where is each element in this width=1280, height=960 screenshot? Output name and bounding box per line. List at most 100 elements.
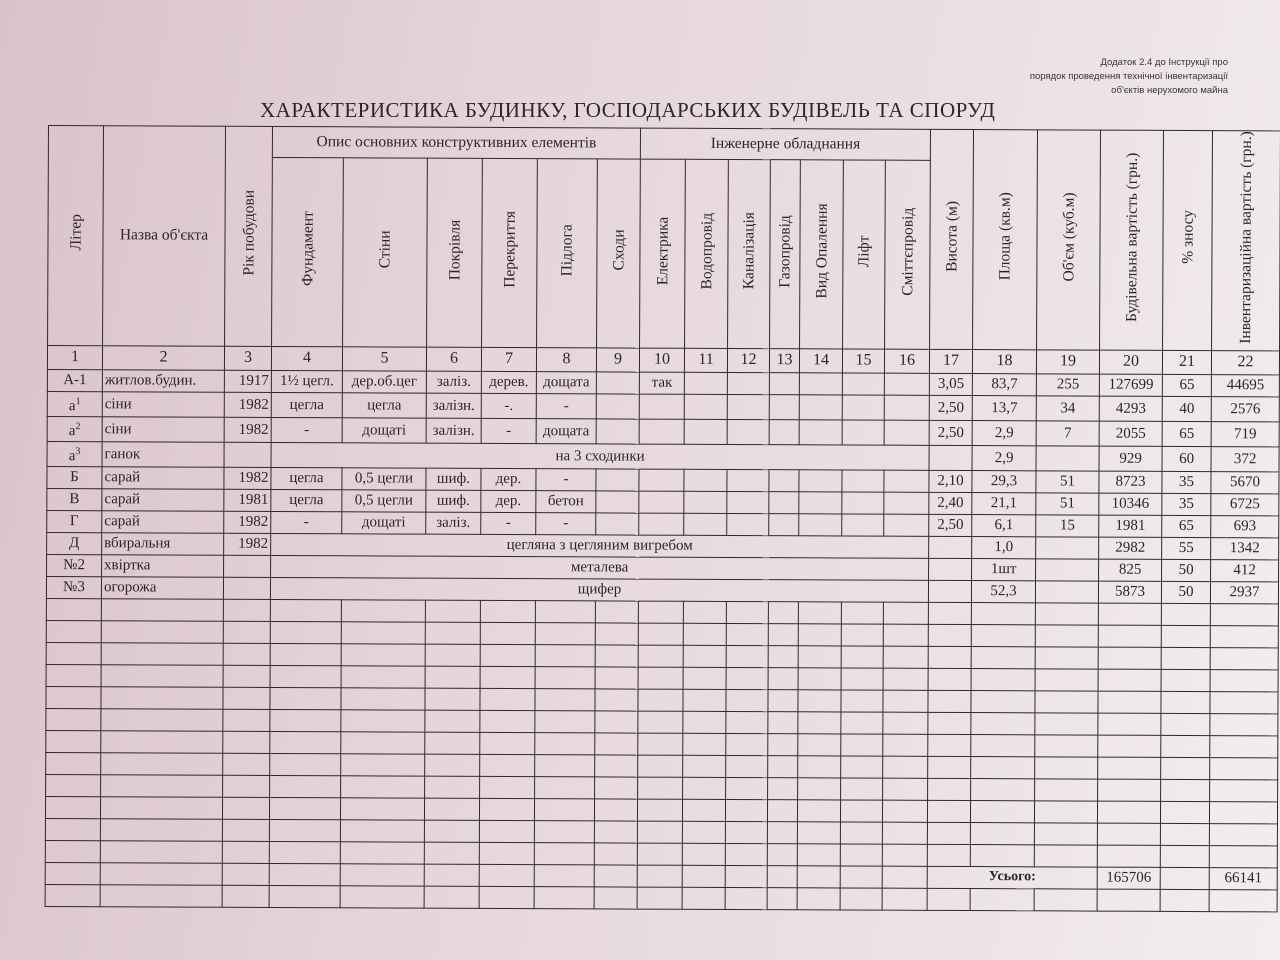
empty-cell — [269, 818, 341, 842]
empty-cell — [970, 756, 1035, 779]
empty-cell — [269, 730, 341, 754]
empty-cell — [840, 755, 883, 778]
header-19: Об'єм (куб.м) — [1036, 129, 1101, 350]
empty-cell — [840, 733, 883, 756]
header-9: Сходи — [596, 159, 641, 348]
build-cost: 5873 — [1098, 580, 1162, 603]
inventory-cost: 412 — [1210, 559, 1279, 582]
empty-cell — [797, 733, 841, 756]
empty-cell — [534, 798, 595, 821]
empty-cell — [534, 820, 595, 843]
empty-cell — [480, 621, 536, 645]
empty-cell — [637, 710, 684, 733]
element-cell: дощаті — [342, 417, 427, 443]
liter-cell: В — [46, 488, 102, 511]
build-year: 1917 — [224, 369, 272, 392]
header-11: Водопровід — [684, 159, 729, 348]
element-cell — [727, 371, 770, 395]
empty-cell — [725, 864, 768, 888]
area: 83,7 — [972, 373, 1037, 396]
empty-cell — [1160, 866, 1210, 890]
liter-cell: №2 — [46, 554, 102, 577]
empty-cell — [101, 642, 224, 665]
liter-cell: Г — [46, 510, 102, 533]
empty-cell — [882, 777, 928, 800]
empty-cell — [883, 601, 929, 624]
empty-cell — [425, 599, 481, 622]
header-label: Назва об'єкта — [119, 226, 209, 244]
empty-cell — [882, 843, 928, 866]
empty-cell — [101, 620, 224, 643]
element-cell — [884, 419, 930, 445]
empty-cell — [725, 842, 768, 866]
empty-cell — [534, 776, 595, 799]
header-10: Електрика — [639, 159, 686, 348]
empty-cell — [535, 622, 596, 645]
empty-cell — [1209, 889, 1278, 912]
empty-cell — [341, 665, 426, 688]
empty-cell — [100, 708, 223, 731]
empty-cell — [479, 819, 535, 843]
header-group-row: Літер Назва об'єкта Рік побудови Опис основ… — [47, 125, 1280, 351]
empty-cell — [637, 842, 683, 865]
element-cell: шиф. — [425, 489, 481, 512]
empty-cell — [270, 598, 342, 622]
element-cell — [841, 513, 884, 536]
area: 2,9 — [972, 445, 1037, 471]
empty-cell — [222, 862, 270, 885]
empty-cell — [340, 885, 425, 908]
wear-percent: 50 — [1161, 580, 1211, 604]
empty-cell — [970, 888, 1035, 911]
empty-cell — [340, 709, 425, 732]
empty-cell — [424, 841, 480, 864]
empty-cell — [1034, 756, 1098, 779]
empty-cell — [971, 690, 1036, 713]
liter: Д — [69, 535, 80, 552]
header-label: Сходи — [609, 229, 628, 271]
empty-cell — [45, 818, 101, 841]
empty-cell — [45, 862, 101, 885]
height — [928, 557, 972, 581]
empty-cell — [1161, 602, 1211, 626]
header-3: Рік побудови — [224, 126, 273, 346]
area: 52,3 — [971, 580, 1036, 603]
empty-cell — [840, 799, 883, 822]
column-number: 18 — [972, 349, 1037, 374]
element-cell — [638, 468, 685, 491]
empty-cell — [927, 755, 971, 779]
column-number: 1 — [47, 345, 103, 370]
empty-cell — [535, 666, 596, 689]
element-cell: так — [639, 371, 685, 394]
empty-cell — [1098, 624, 1162, 647]
empty-cell — [882, 733, 928, 756]
header-label: Об'єм (куб.м) — [1059, 192, 1078, 282]
build-cost: 127699 — [1099, 373, 1163, 396]
header-1: Літер — [47, 125, 104, 346]
build-year: 1982 — [224, 416, 272, 442]
empty-cell — [725, 732, 768, 756]
wear-percent: 65 — [1161, 514, 1211, 538]
empty-cell — [269, 752, 341, 776]
column-number: 8 — [536, 347, 597, 372]
height: 2,10 — [929, 469, 973, 493]
empty-cell — [1160, 734, 1210, 758]
empty-cell — [45, 774, 101, 797]
liter: В — [69, 491, 80, 508]
empty-cell — [223, 664, 271, 687]
element-cell — [842, 394, 885, 420]
column-number: 9 — [596, 347, 640, 372]
empty-cell — [480, 599, 536, 623]
volume: 15 — [1035, 514, 1099, 537]
object-name: ганок — [102, 441, 225, 467]
empty-cell — [1034, 800, 1098, 823]
liter: №2 — [63, 557, 86, 574]
empty-cell — [682, 842, 726, 865]
element-cell — [883, 469, 930, 492]
build-cost: 10346 — [1098, 492, 1162, 515]
empty-cell — [841, 645, 884, 668]
empty-cell — [269, 774, 341, 798]
header-12: Каналізація — [727, 159, 771, 349]
empty-cell — [971, 646, 1036, 669]
element-cell — [799, 419, 843, 445]
empty-row — [45, 884, 1278, 912]
